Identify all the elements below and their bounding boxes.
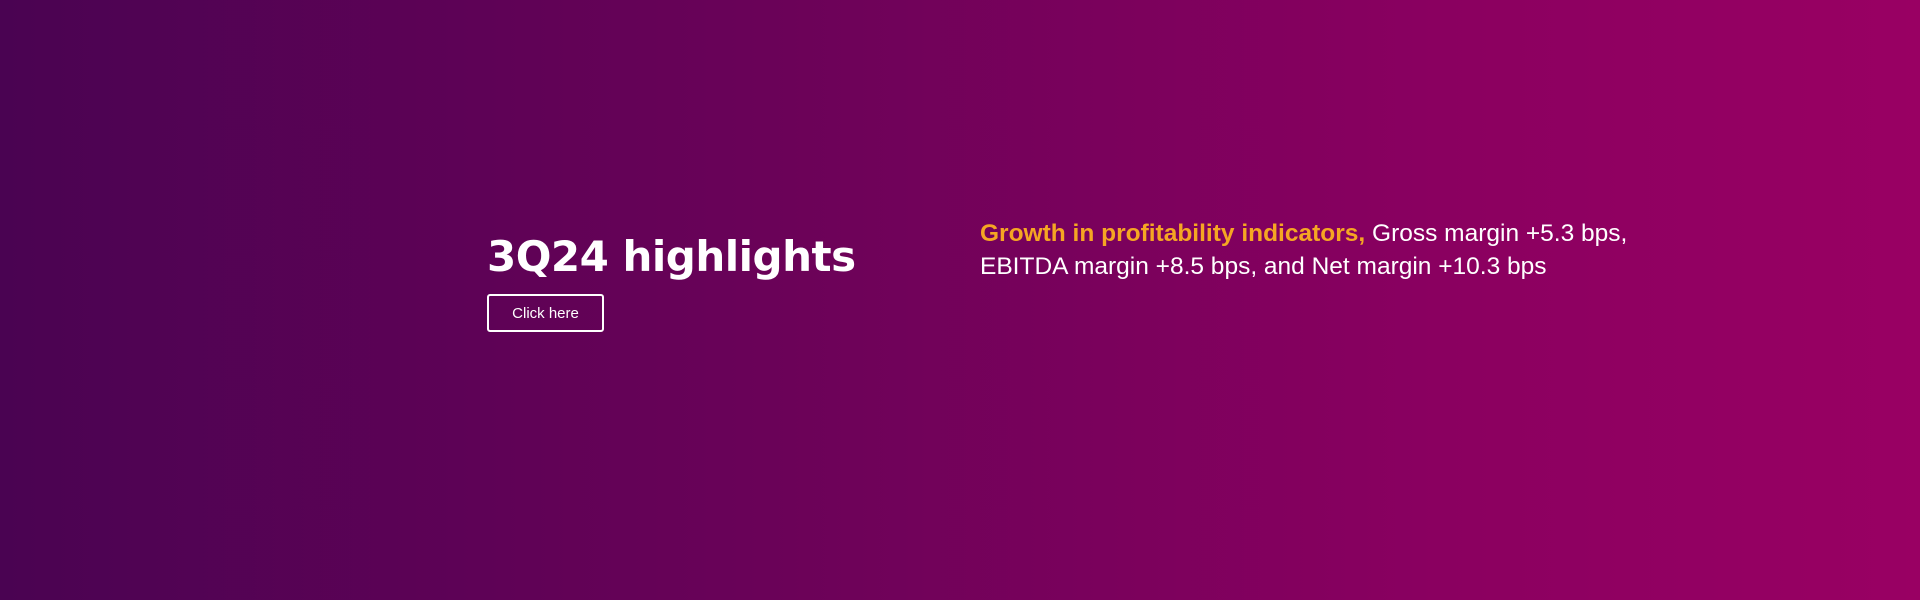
highlight-text: Growth in profitability indicators, Gros…	[980, 217, 1700, 283]
banner-left-block: 3Q24 highlights Click here	[487, 226, 856, 332]
click-here-button[interactable]: Click here	[487, 294, 604, 332]
highlight-lead: Growth in profitability indicators,	[980, 220, 1366, 247]
banner-title: 3Q24 highlights	[487, 232, 856, 281]
highlight-body: Gross margin +5.3 bps, EBITDA margin +8.…	[980, 220, 1628, 280]
